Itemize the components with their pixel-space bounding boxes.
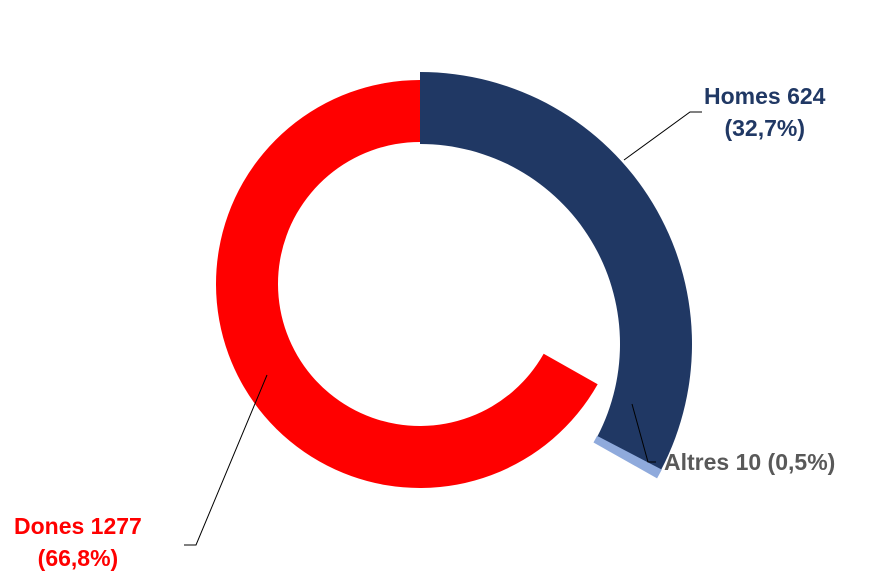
data-label-homes-line1: Homes 624 [704,83,826,109]
data-label-altres-line1: Altres 10 (0,5%) [664,449,836,475]
data-label-dones: Dones 1277 (66,8%) [14,510,142,574]
data-label-dones-line1: Dones 1277 [14,513,142,539]
slices-group [216,72,693,488]
leader-lines-group [184,111,702,546]
leader-line-homes [623,111,702,161]
slice-homes [420,72,693,470]
slice-dones [216,80,598,488]
leader-line-dones [184,374,268,546]
slice-altres [593,435,662,479]
data-label-homes: Homes 624 (32,7%) [704,80,825,144]
data-label-homes-line2: (32,7%) [724,115,805,141]
data-label-dones-line2: (66,8%) [37,545,119,571]
leader-line-altres [631,403,656,463]
data-label-altres: Altres 10 (0,5%) [664,446,835,478]
